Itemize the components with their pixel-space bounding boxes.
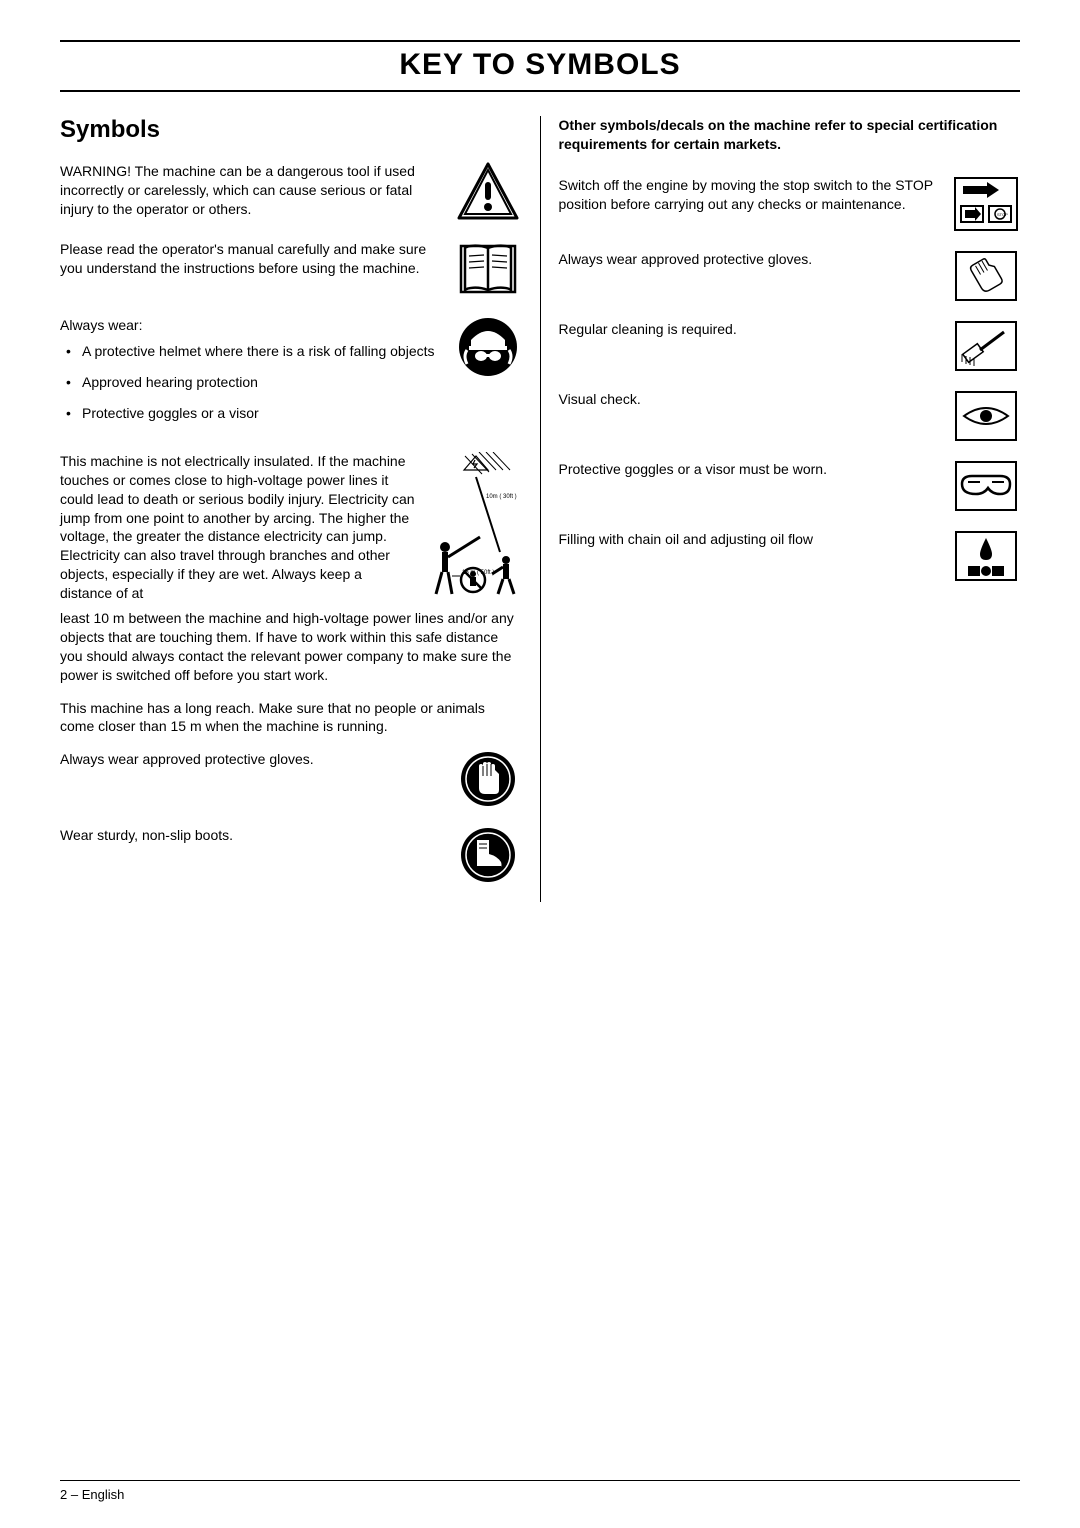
visual-row: Visual check. <box>559 390 1021 442</box>
boots-text: Wear sturdy, non-slip boots. <box>60 826 440 845</box>
goggles-box-icon <box>952 460 1020 512</box>
eye-box-icon <box>952 390 1020 442</box>
gloves-right-text: Always wear approved protective gloves. <box>559 250 939 269</box>
list-item: Protective goggles or a visor <box>60 403 440 424</box>
two-column-layout: Symbols WARNING! The machine can be a da… <box>60 116 1020 902</box>
list-item: A protective helmet where there is a ris… <box>60 341 440 362</box>
oil-row: Filling with chain oil and adjusting oil… <box>559 530 1021 582</box>
read-manual-text: Please read the operator's manual carefu… <box>60 240 440 278</box>
footer-language: English <box>82 1487 125 1502</box>
long-reach-text: This machine has a long reach. Make sure… <box>60 699 522 737</box>
visual-text: Visual check. <box>559 390 939 409</box>
warning-text: WARNING! The machine can be a dangerous … <box>60 162 440 219</box>
warning-row: WARNING! The machine can be a dangerous … <box>60 162 522 222</box>
section-heading: Symbols <box>60 116 522 144</box>
page-footer: 2 – English <box>60 1480 1020 1502</box>
gloves-row: Always wear approved protective gloves. <box>60 750 522 808</box>
always-wear-label: Always wear: <box>60 316 440 335</box>
electrical-text-partial: This machine is not electrically insulat… <box>60 452 416 603</box>
always-wear-row: Always wear: A protective helmet where t… <box>60 316 522 434</box>
boots-row: Wear sturdy, non-slip boots. <box>60 826 522 884</box>
goggles-text: Protective goggles or a visor must be wo… <box>559 460 939 479</box>
glove-box-icon <box>952 250 1020 302</box>
helmet-ppe-icon <box>454 316 522 378</box>
always-wear-block: Always wear: A protective helmet where t… <box>60 316 440 434</box>
electrical-text-continued: least 10 m between the machine and high-… <box>60 609 522 685</box>
electrical-hazard-icon: 10m ( 30ft ) 1 <box>430 452 522 602</box>
page-title: KEY TO SYMBOLS <box>60 40 1020 92</box>
warning-triangle-icon <box>454 162 522 222</box>
boots-circle-icon <box>454 826 522 884</box>
read-manual-icon <box>454 240 522 298</box>
list-item: Approved hearing protection <box>60 372 440 393</box>
switch-off-row: Switch off the engine by moving the stop… <box>559 176 1021 232</box>
intro-bold-text: Other symbols/decals on the machine refe… <box>559 116 1021 154</box>
gloves-right-row: Always wear approved protective gloves. <box>559 250 1021 302</box>
gloves-text: Always wear approved protective gloves. <box>60 750 440 769</box>
goggles-row: Protective goggles or a visor must be wo… <box>559 460 1021 512</box>
footer-sep: – <box>67 1487 81 1502</box>
svg-text:STOP: STOP <box>997 212 1008 217</box>
always-wear-list: A protective helmet where there is a ris… <box>60 341 440 424</box>
diagram-label-bottom: 15 m ( 50ft ) <box>462 570 494 576</box>
stop-switch-icon: STOP <box>952 176 1020 232</box>
cleaning-row: Regular cleaning is required. <box>559 320 1021 372</box>
oil-text: Filling with chain oil and adjusting oil… <box>559 530 939 549</box>
cleaning-text: Regular cleaning is required. <box>559 320 939 339</box>
read-manual-row: Please read the operator's manual carefu… <box>60 240 522 298</box>
switch-off-text: Switch off the engine by moving the stop… <box>559 176 939 214</box>
left-column: Symbols WARNING! The machine can be a da… <box>60 116 541 902</box>
electrical-row: This machine is not electrically insulat… <box>60 452 522 603</box>
brush-box-icon <box>952 320 1020 372</box>
gloves-circle-icon <box>454 750 522 808</box>
right-column: Other symbols/decals on the machine refe… <box>541 116 1021 902</box>
oil-box-icon <box>952 530 1020 582</box>
diagram-label-top: 10m ( 30ft ) <box>486 494 517 500</box>
